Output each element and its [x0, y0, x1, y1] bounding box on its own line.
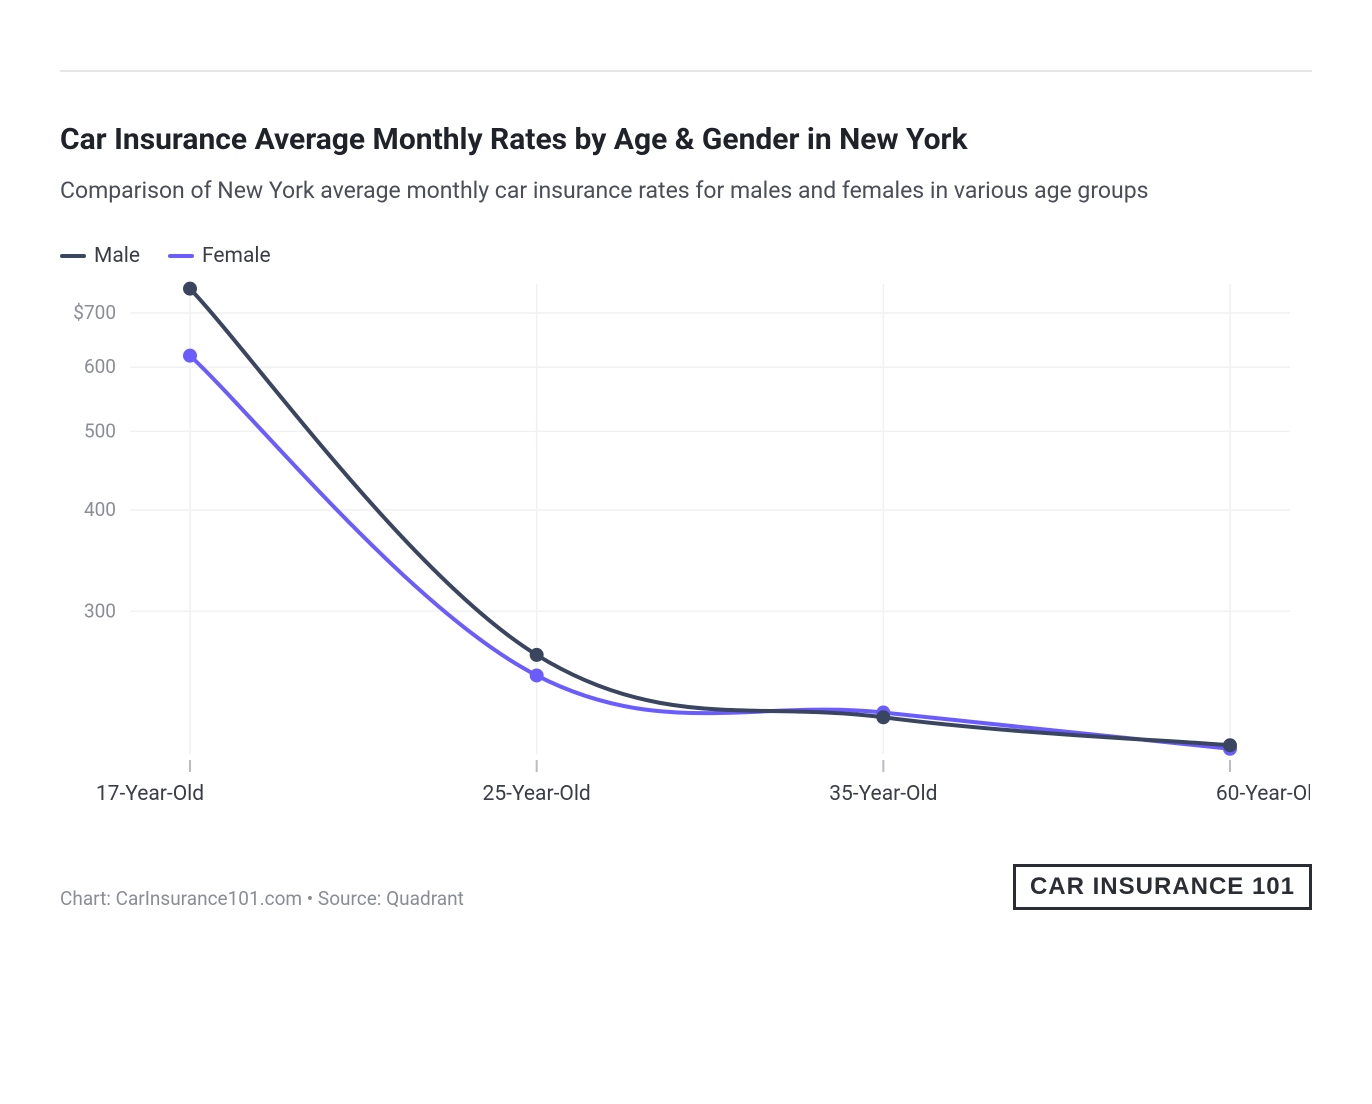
chart-subtitle: Comparison of New York average monthly c…	[60, 177, 1312, 204]
legend-item-female: Female	[168, 244, 271, 268]
legend-label-male: Male	[94, 244, 140, 268]
chart-footer: Chart: CarInsurance101.com • Source: Qua…	[60, 864, 1312, 910]
x-tick-label: 25-Year-Old	[483, 782, 591, 806]
legend-label-female: Female	[202, 244, 271, 268]
y-tick-label: 500	[84, 419, 116, 442]
y-tick-label: 600	[84, 355, 116, 378]
brand-badge: CAR INSURANCE 101	[1013, 864, 1312, 910]
series-marker-male	[876, 710, 890, 724]
series-marker-male	[530, 648, 544, 662]
top-rule	[60, 70, 1312, 72]
series-marker-male	[183, 282, 197, 296]
x-tick-label: 60-Year-Old	[1216, 782, 1310, 806]
series-marker-male	[1223, 738, 1237, 752]
chart-svg: 300 400 500 600 $700 17-Year-Old 25-Year-Old 35…	[60, 274, 1310, 834]
y-tick-label: $700	[73, 301, 116, 324]
legend-swatch-female	[168, 254, 194, 258]
x-tick-label: 35-Year-Old	[829, 782, 937, 806]
legend: Male Female	[60, 244, 1312, 268]
series-line-female	[190, 356, 1230, 749]
series-marker-female	[183, 349, 197, 363]
page-root: Car Insurance Average Monthly Rates by A…	[0, 0, 1372, 1104]
x-tick-label: 17-Year-Old	[96, 782, 204, 806]
y-tick-label: 400	[84, 498, 116, 521]
chart-credit: Chart: CarInsurance101.com • Source: Qua…	[60, 887, 464, 910]
series-marker-female	[530, 668, 544, 682]
chart-title: Car Insurance Average Monthly Rates by A…	[60, 122, 1312, 157]
chart-area: 300 400 500 600 $700 17-Year-Old 25-Year-Old 35…	[60, 274, 1310, 834]
legend-item-male: Male	[60, 244, 140, 268]
y-tick-label: 300	[84, 599, 116, 622]
legend-swatch-male	[60, 254, 86, 258]
